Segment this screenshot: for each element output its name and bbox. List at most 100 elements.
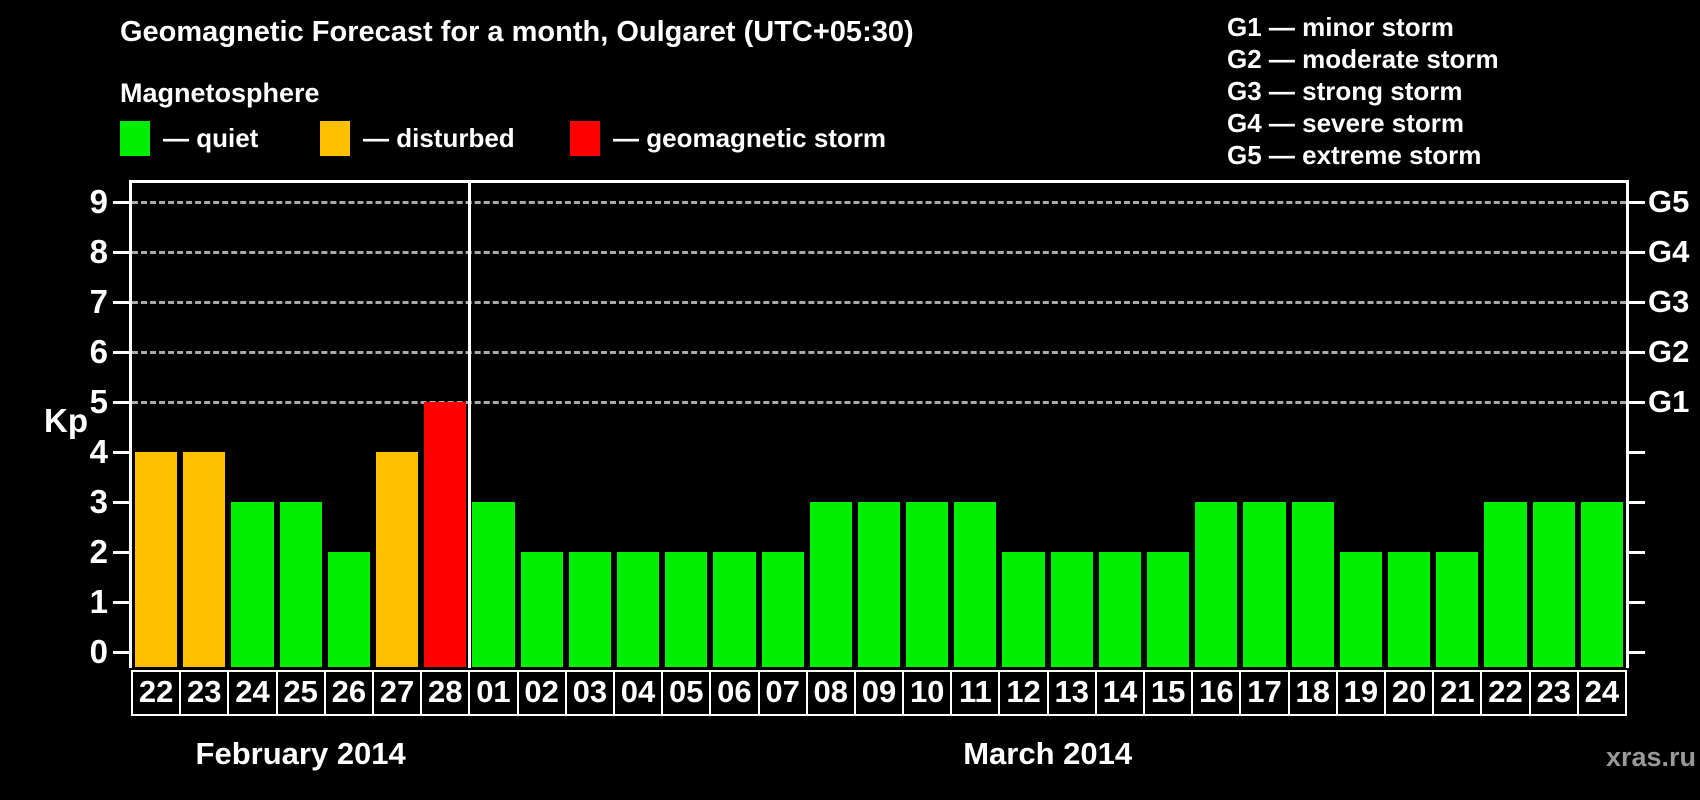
y-axis-right-tick-4 [1629,451,1645,454]
y-axis-left-tick-2 [113,551,129,554]
legend-label-disturbed: — disturbed [363,122,515,153]
watermark-xras: xras.ru [1605,742,1696,772]
legend-item-quiet: — quiet [120,120,258,156]
gridline-kp8 [132,251,1626,254]
bar-mar-24 [1580,502,1623,667]
y-axis-label-0: 0 [89,633,108,670]
date-label-mar-18: 18 [1287,670,1338,716]
bar-feb-24 [231,502,274,667]
y-axis-label-2: 2 [89,533,108,570]
legend-label-quiet: — quiet [163,122,259,153]
date-label-feb-27: 27 [371,670,423,716]
bar-mar-10 [906,502,949,667]
g-scale-legend: G1 — minor storm G2 — moderate storm G3 — … [1227,11,1499,171]
bar-mar-07 [761,552,804,667]
y-axis-right-tick-8 [1629,251,1645,254]
date-label-mar-05: 05 [661,670,712,716]
bar-mar-17 [1243,502,1286,667]
bar-mar-19 [1339,552,1383,667]
date-label-mar-23: 23 [1528,670,1579,716]
bar-mar-06 [713,552,756,667]
bar-mar-12 [1002,552,1045,667]
date-label-mar-01: 01 [468,670,519,716]
date-label-mar-02: 02 [516,670,567,716]
bar-mar-22 [1484,502,1527,667]
date-label-feb-28: 28 [420,670,471,716]
date-label-mar-10: 10 [902,670,953,716]
y-axis-label-5: 5 [89,383,108,420]
y-axis-right-tick-7 [1629,301,1645,304]
magnetosphere-legend: — quiet — disturbed — geomagnetic storm [120,120,1020,158]
y-axis-label-9: 9 [89,183,108,220]
gridline-kp5 [132,401,1626,404]
right-axis-label-g2: G2 [1648,334,1690,369]
date-label-mar-19: 19 [1335,670,1387,716]
date-label-mar-20: 20 [1384,670,1435,716]
bar-mar-16 [1195,502,1238,667]
bar-mar-08 [809,502,852,667]
bar-feb-22 [135,452,178,667]
date-label-feb-24: 24 [227,670,278,716]
y-axis-right-tick-5 [1629,401,1645,404]
y-axis-left-tick-6 [113,351,129,354]
date-label-mar-16: 16 [1191,670,1242,716]
y-axis-label-8: 8 [89,233,108,270]
y-axis-left-tick-3 [113,501,129,504]
bar-feb-27 [375,452,419,667]
y-axis-left-tick-9 [113,201,129,204]
date-label-mar-09: 09 [853,670,905,716]
y-axis-left-tick-5 [113,401,129,404]
date-label-mar-13: 13 [1046,670,1097,716]
legend-label-storm: — geomagnetic storm [613,122,887,153]
y-axis-right-tick-2 [1629,551,1645,554]
date-label-mar-08: 08 [805,670,856,716]
month-separator-line [467,182,471,668]
date-label-feb-22: 22 [131,670,182,716]
date-label-mar-06: 06 [709,670,760,716]
legend-item-disturbed: — disturbed [320,120,515,156]
date-label-mar-24: 24 [1576,670,1627,716]
date-label-mar-15: 15 [1143,670,1194,716]
g-legend-line-3: G3 — strong storm [1227,76,1463,106]
date-label-mar-07: 07 [757,670,808,716]
gridline-kp9 [132,201,1626,204]
legend-swatch-storm-icon [570,120,600,156]
bar-mar-14 [1098,552,1142,667]
bar-mar-04 [616,552,660,667]
month-label-mar: March 2014 [963,736,1133,771]
chart-title: Geomagnetic Forecast for a month, Oulgar… [120,16,914,48]
bar-mar-01 [472,502,515,667]
g-legend-line-2: G2 — moderate storm [1227,44,1499,74]
y-axis-left-tick-0 [113,651,129,654]
y-axis-right-tick-3 [1629,501,1645,504]
y-axis-left-tick-4 [113,451,129,454]
date-label-mar-21: 21 [1432,670,1483,716]
y-axis-label-4: 4 [89,433,108,470]
g-legend-line-5: G5 — extreme storm [1227,140,1482,170]
bar-mar-20 [1388,552,1431,667]
y-axis-label-3: 3 [89,483,108,520]
y-axis-right-tick-9 [1629,201,1645,204]
y-axis-left-line [129,180,132,668]
y-axis-title: Kp [44,402,88,439]
gridline-kp6 [132,351,1626,354]
date-label-feb-23: 23 [179,670,230,716]
date-label-feb-26: 26 [323,670,374,716]
plot-top-border [129,180,1629,183]
date-label-mar-22: 22 [1480,670,1531,716]
bar-mar-09 [857,502,901,667]
right-axis-label-g4: G4 [1648,234,1690,269]
y-axis-left-tick-7 [113,301,129,304]
bar-feb-26 [327,552,370,667]
bar-mar-11 [954,502,997,667]
legend-swatch-quiet-icon [120,120,150,156]
y-axis-right-tick-1 [1629,601,1645,604]
magnetosphere-legend-heading: Magnetosphere [120,78,320,108]
bar-mar-02 [520,552,563,667]
bar-mar-03 [568,552,611,667]
bar-mar-21 [1436,552,1479,667]
bar-mar-05 [665,552,708,667]
bar-mar-15 [1147,552,1190,667]
y-axis-right-line [1626,180,1629,668]
